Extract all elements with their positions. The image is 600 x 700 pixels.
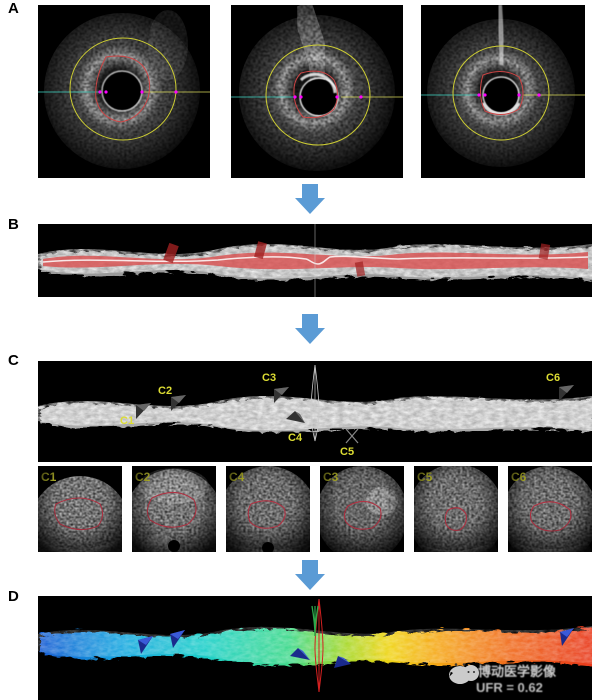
- svg-text:C4: C4: [288, 432, 303, 444]
- svg-text:C6: C6: [546, 372, 560, 384]
- svg-text:C5: C5: [340, 446, 354, 458]
- svg-text:C1: C1: [120, 415, 134, 427]
- svg-text:C2: C2: [158, 385, 172, 397]
- svg-text:博动医学影像: 博动医学影像: [478, 664, 557, 679]
- svg-text:C3: C3: [262, 372, 276, 384]
- svg-text:UFR = 0.62: UFR = 0.62: [476, 680, 543, 695]
